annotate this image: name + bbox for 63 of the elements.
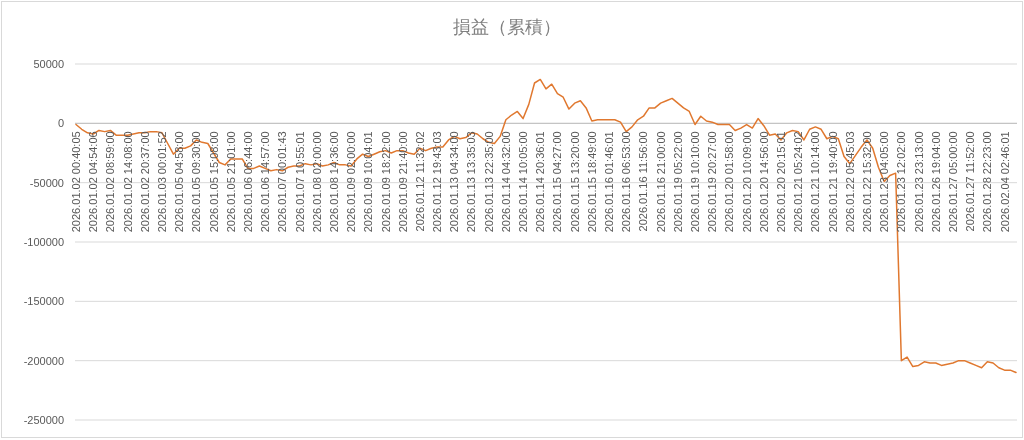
x-tick-label: 2026.01.06 06:44:00	[241, 131, 254, 233]
y-tick-label: -200000	[23, 354, 64, 367]
x-tick-label: 2026.01.26 19:04:00	[929, 131, 942, 233]
x-tick-label: 2026.01.14 04:32:00	[499, 131, 512, 233]
x-tick-label: 2026.01.07 10:55:01	[293, 131, 306, 233]
x-tick-label: 2026.01.05 09:30:00	[190, 131, 203, 233]
x-tick-label: 2026.01.12 19:43:03	[431, 131, 444, 233]
x-tick-label: 2026.01.20 10:09:00	[740, 131, 753, 233]
x-tick-label: 2026.01.23 04:05:00	[878, 131, 891, 233]
x-tick-label: 2026.01.13 13:35:03	[465, 131, 478, 233]
x-tick-label: 2026.01.02 14:08:00	[121, 131, 134, 233]
x-tick-label: 2026.01.21 10:14:00	[809, 131, 822, 233]
x-tick-label: 2026.01.21 05:24:02	[792, 131, 805, 233]
y-tick-label: -150000	[23, 295, 64, 308]
x-tick-label: 2026.01.05 15:08:00	[207, 131, 220, 233]
x-tick-label: 2026.01.02 04:54:06	[87, 131, 100, 233]
x-tick-label: 2026.01.23 12:02:00	[895, 131, 908, 233]
x-tick-label: 2026.01.09 21:40:00	[396, 131, 409, 233]
x-tick-label: 2026.02.04 02:46:01	[998, 131, 1011, 233]
x-tick-label: 2026.01.23 23:13:00	[912, 131, 925, 233]
x-tick-label: 2026.01.28 22:23:00	[981, 131, 994, 233]
x-tick-label: 2026.01.19 05:22:00	[671, 131, 684, 233]
x-tick-label: 2026.01.02 08:59:00	[104, 131, 117, 233]
x-tick-label: 2026.01.09 02:00:00	[345, 131, 358, 233]
x-tick-label: 2026.01.22 15:32:00	[860, 131, 873, 233]
y-tick-label: 0	[57, 117, 64, 130]
x-tick-label: 2026.01.15 13:20:00	[568, 131, 581, 233]
x-tick-label: 2026.01.19 20:27:00	[706, 131, 719, 233]
x-tick-label: 2026.01.16 11:56:00	[637, 131, 650, 232]
x-tick-label: 2026.01.09 18:22:00	[379, 131, 392, 233]
y-tick-label: -50000	[29, 176, 64, 189]
x-tick-label: 2026.01.05 21:01:00	[224, 131, 237, 233]
x-tick-label: 2026.01.19 10:10:00	[689, 131, 702, 233]
y-tick-label: 50000	[33, 58, 64, 70]
x-tick-label: 2026.01.16 06:53:00	[620, 131, 633, 233]
x-tick-label: 2026.01.14 10:05:00	[517, 131, 530, 233]
x-tick-label: 2026.01.27 05:00:00	[946, 131, 959, 233]
x-tick-label: 2026.01.15 18:49:00	[585, 131, 598, 233]
x-tick-label: 2026.01.08 14:36:00	[327, 131, 340, 233]
x-tick-label: 2026.01.14 20:36:01	[534, 131, 547, 233]
x-tick-label: 2026.01.21 19:40:00	[826, 131, 839, 233]
x-tick-label: 2026.01.08 02:00:00	[310, 131, 323, 233]
x-tick-label: 2026.01.20 01:58:00	[723, 131, 736, 233]
x-tick-label: 2026.01.15 04:27:00	[551, 131, 564, 233]
x-tick-label: 2026.01.20 14:56:00	[757, 131, 770, 233]
x-tick-label: 2026.01.06 14:57:00	[259, 131, 272, 233]
x-tick-label: 2026.01.13 22:35:00	[482, 131, 495, 233]
x-tick-label: 2026.01.20 20:15:01	[775, 131, 787, 233]
y-tick-label: -250000	[23, 414, 64, 426]
x-tick-label: 2026.01.27 11:52:00	[964, 131, 977, 232]
x-tick-label: 2026.01.03 00:01:52	[155, 131, 168, 233]
x-tick-label: 2026.01.02 20:37:00	[138, 131, 151, 233]
x-tick-label: 2026.01.16 21:00:00	[654, 131, 667, 233]
chart-title: 損益（累積）	[453, 17, 561, 37]
x-tick-label: 2026.01.02 00:40:05	[70, 131, 82, 233]
x-tick-label: 2026.01.07 00:01:43	[276, 131, 289, 233]
x-tick-label: 2026.01.13 04:34:00	[448, 131, 461, 233]
x-tick-label: 2026.01.22 05:45:03	[843, 131, 856, 233]
y-tick-label: -100000	[23, 236, 64, 248]
x-tick-label: 2026.01.16 01:46:01	[603, 131, 616, 233]
x-tick-label: 2026.01.12 11:32:02	[413, 131, 426, 232]
x-tick-label: 2026.01.09 10:04:01	[362, 131, 375, 233]
x-tick-label: 2026.01.05 04:58:00	[173, 131, 186, 233]
